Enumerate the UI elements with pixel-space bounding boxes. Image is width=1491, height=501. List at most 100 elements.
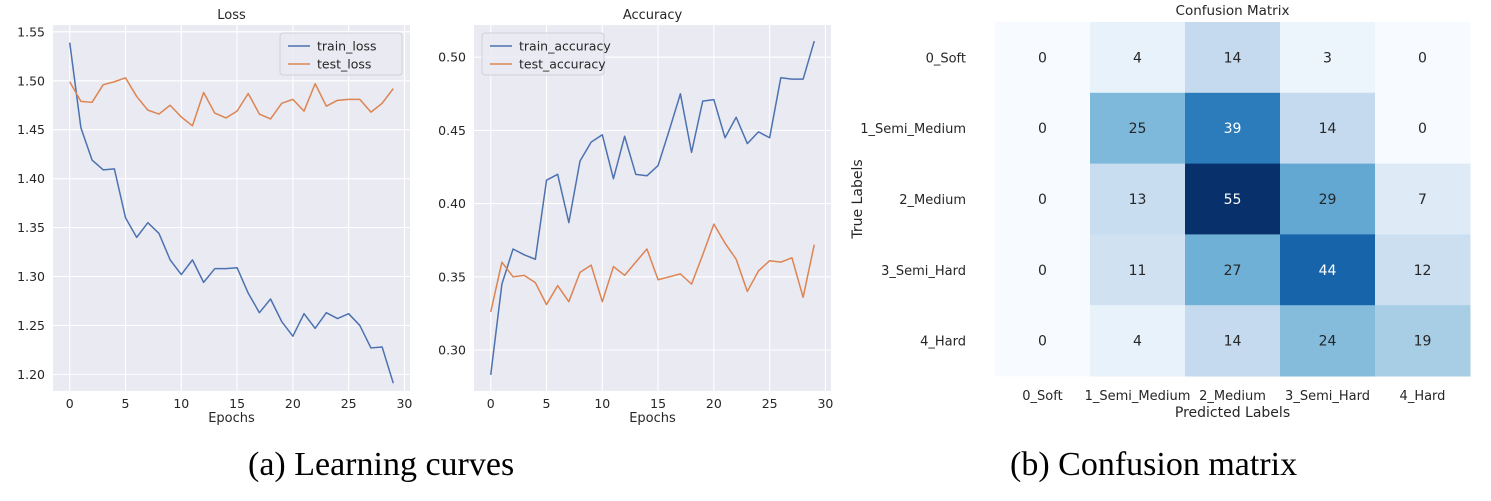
y-category-label: 1_Semi_Medium: [860, 122, 966, 137]
cell-value-label: 0: [1038, 334, 1047, 350]
heatmap-cell: [1090, 234, 1186, 306]
series-line-train_accuracy: [489, 40, 815, 375]
heatmap-cell: [1090, 22, 1186, 94]
y-tick-label: 1.40: [17, 171, 45, 186]
legend-frame: [481, 32, 605, 76]
legend: train_loss test_loss: [279, 32, 403, 76]
heatmap-cell: [1185, 92, 1281, 165]
heatmap-cell: [1280, 234, 1376, 306]
x-tick-label: 20: [706, 396, 722, 411]
x-axis-label: Epochs: [629, 411, 676, 426]
x-tick-label: 15: [229, 396, 245, 411]
plot-background: [53, 25, 410, 391]
heatmap-cell: [1185, 234, 1281, 306]
x-axis-label: Predicted Labels: [1175, 405, 1290, 421]
x-tick-label: 5: [543, 396, 551, 411]
x-tick-label: 5: [122, 396, 130, 411]
x-tick-label: 30: [396, 396, 412, 411]
y-tick-label: 0.45: [438, 123, 466, 138]
cell-value-label: 44: [1319, 263, 1337, 279]
cell-value-label: 4: [1133, 50, 1142, 66]
legend: train_accuracy test_accuracy: [481, 32, 611, 76]
y-tick-label: 1.55: [17, 24, 45, 39]
cell-value-label: 0: [1418, 50, 1427, 66]
y-tick-label: 1.20: [17, 367, 45, 382]
x-category-label: 3_Semi_Hard: [1285, 389, 1370, 404]
heatmap-cell: [1375, 305, 1471, 377]
cell-value-label: 14: [1224, 50, 1242, 66]
cell-value-label: 19: [1414, 334, 1432, 350]
heatmap-cell: [1090, 92, 1186, 165]
y-tick-label: 1.35: [17, 220, 45, 235]
x-tick-label: 30: [817, 396, 833, 411]
heatmap-cell: [1185, 163, 1281, 235]
y-tick-label: 1.50: [17, 73, 45, 88]
y-tick-label: 0.30: [438, 343, 466, 358]
heatmap-cell: [1185, 305, 1281, 377]
heatmap-cell: [1375, 163, 1471, 235]
cell-value-label: 29: [1319, 192, 1337, 208]
cell-value-label: 25: [1129, 121, 1147, 137]
heatmap-cell: [995, 22, 1091, 94]
accuracy-chart: 0 5 10 15 20 25 30 0.30 0.35 0.40 0.45 0.50 Accuracy…: [438, 8, 833, 426]
cell-value-label: 11: [1129, 263, 1147, 279]
cell-value-label: 0: [1418, 121, 1427, 137]
x-category-label: 1_Semi_Medium: [1085, 389, 1191, 404]
y-category-label: 3_Semi_Hard: [881, 264, 966, 279]
y-category-label: 4_Hard: [920, 335, 966, 350]
y-tick-label: 1.30: [17, 269, 45, 284]
y-axis-label: True Labels: [850, 159, 866, 239]
heatmap-cell: [1185, 22, 1281, 94]
cell-value-label: 7: [1418, 192, 1427, 208]
heatmap-cell: [1280, 92, 1376, 165]
x-tick-label: 10: [173, 396, 189, 411]
confusion-matrix: 0 4 14 3 0 0 25 39 14 0 0 13 55 29 7 0 11 27 44 12 0 4 14 24 19 0…: [850, 3, 1471, 421]
cell-value-label: 13: [1129, 192, 1147, 208]
y-category-label: 2_Medium: [899, 193, 966, 208]
cell-value-label: 12: [1414, 263, 1432, 279]
x-tick-label: 0: [66, 396, 74, 411]
legend-label-test_accuracy: test_accuracy: [519, 57, 606, 72]
cell-value-label: 0: [1038, 263, 1047, 279]
y-tick-label: 0.35: [438, 269, 466, 284]
y-tick-label: 0.50: [438, 50, 466, 65]
cell-value-label: 0: [1038, 121, 1047, 137]
cell-value-label: 4: [1133, 334, 1142, 350]
legend-frame: [279, 32, 403, 76]
legend-label-test_loss: test_loss: [317, 57, 371, 72]
heatmap-cell: [1375, 22, 1471, 94]
y-tick-label: 1.25: [17, 318, 45, 333]
x-category-label: 0_Soft: [1022, 389, 1062, 404]
cell-value-label: 39: [1224, 121, 1242, 137]
plot-background: [474, 25, 831, 391]
cell-value-label: 14: [1224, 334, 1242, 350]
heatmap-cell: [1280, 305, 1376, 377]
x-tick-label: 25: [341, 396, 357, 411]
x-tick-label: 0: [487, 396, 495, 411]
cell-value-label: 14: [1319, 121, 1337, 137]
cell-value-label: 27: [1224, 263, 1242, 279]
heatmap-cell: [1280, 22, 1376, 94]
caption-learning-curves: (a) Learning curves: [248, 446, 515, 483]
chart-title: Accuracy: [623, 8, 683, 23]
heatmap-cell: [1090, 305, 1186, 377]
heatmap-cell: [995, 92, 1091, 165]
y-tick-label: 0.40: [438, 196, 466, 211]
cell-value-label: 24: [1319, 334, 1337, 350]
heatmap-cell: [1280, 163, 1376, 235]
cell-value-label: 55: [1224, 192, 1242, 208]
chart-title: Confusion Matrix: [1176, 3, 1290, 19]
x-tick-label: 25: [762, 396, 778, 411]
heatmap-cell: [995, 163, 1091, 235]
cell-value-label: 0: [1038, 192, 1047, 208]
x-tick-label: 20: [285, 396, 301, 411]
chart-title: Loss: [217, 8, 246, 23]
caption-confusion-matrix: (b) Confusion matrix: [1010, 446, 1298, 483]
loss-chart: 0 5 10 15 20 25 30 1.20 1.25 1.30 1.35 1.40 1.45 1.50…: [17, 8, 412, 426]
heatmap-cell: [1375, 234, 1471, 306]
x-tick-label: 15: [650, 396, 666, 411]
y-category-label: 0_Soft: [926, 51, 966, 66]
heatmap-cell: [995, 234, 1091, 306]
x-tick-label: 10: [594, 396, 610, 411]
series-line-test_loss: [69, 77, 394, 127]
